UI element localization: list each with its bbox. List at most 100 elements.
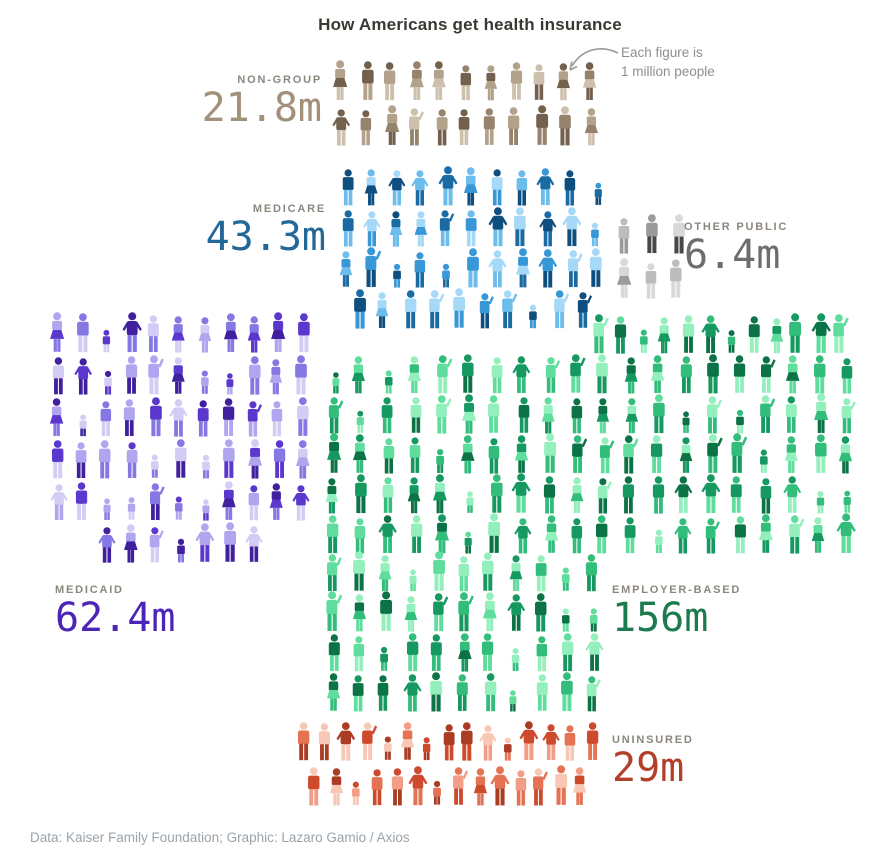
person-icon bbox=[522, 289, 544, 329]
person-icon bbox=[532, 636, 552, 672]
person-icon bbox=[121, 356, 142, 395]
person-icon bbox=[220, 313, 242, 353]
person-icon bbox=[424, 290, 445, 329]
legend-note-line2: 1 million people bbox=[621, 63, 715, 79]
person-icon bbox=[744, 316, 765, 354]
person-icon bbox=[411, 211, 431, 247]
person-icon bbox=[357, 722, 378, 761]
person-icon bbox=[591, 514, 612, 554]
person-icon bbox=[269, 440, 290, 479]
person-icon bbox=[454, 556, 474, 592]
legend-note-line1: Each figure is bbox=[621, 45, 703, 60]
person-icon bbox=[654, 317, 674, 354]
person-icon bbox=[266, 483, 287, 521]
person-icon bbox=[350, 474, 372, 514]
person-icon bbox=[553, 63, 574, 101]
person-icon bbox=[678, 315, 699, 354]
person-icon bbox=[478, 724, 498, 761]
person-icon bbox=[538, 211, 558, 247]
person-icon bbox=[243, 400, 263, 437]
person-icon bbox=[402, 673, 423, 712]
person-icon bbox=[244, 315, 264, 353]
person-icon bbox=[429, 433, 451, 474]
person-icon bbox=[292, 397, 314, 437]
person-icon bbox=[781, 396, 802, 434]
category-value: 6.4m bbox=[684, 232, 781, 278]
group-label-non-group: NON-GROUP 21.8m bbox=[202, 74, 322, 129]
category-value: 29m bbox=[612, 745, 685, 791]
person-icon bbox=[381, 105, 403, 146]
person-icon bbox=[97, 355, 119, 396]
person-icon bbox=[588, 314, 610, 354]
person-icon bbox=[94, 439, 116, 479]
person-icon bbox=[356, 110, 376, 146]
person-icon bbox=[621, 356, 641, 395]
person-icon bbox=[432, 354, 453, 394]
person-icon bbox=[429, 474, 451, 514]
person-icon bbox=[426, 634, 447, 672]
person-icon bbox=[397, 722, 418, 761]
person-icon bbox=[479, 592, 501, 632]
person-icon bbox=[97, 526, 117, 564]
person-icon bbox=[470, 767, 491, 806]
person-icon bbox=[47, 440, 68, 479]
category-name: UNINSURED bbox=[612, 734, 694, 746]
person-icon bbox=[461, 210, 481, 247]
person-icon bbox=[361, 169, 381, 206]
person-icon bbox=[357, 61, 379, 101]
person-icon bbox=[168, 315, 188, 353]
person-icon bbox=[386, 248, 408, 289]
person-icon bbox=[400, 290, 421, 329]
person-icon bbox=[378, 477, 398, 514]
person-icon bbox=[702, 353, 724, 394]
person-icon bbox=[266, 359, 286, 395]
person-icon bbox=[379, 62, 400, 101]
person-icon bbox=[641, 214, 663, 254]
person-icon bbox=[193, 399, 213, 437]
person-icon bbox=[404, 107, 425, 146]
person-icon bbox=[194, 523, 216, 563]
person-icon bbox=[503, 676, 523, 712]
category-value: 43.3m bbox=[205, 214, 326, 260]
person-icon bbox=[541, 724, 561, 761]
person-icon bbox=[377, 397, 397, 434]
source-credit: Data: Kaiser Family Foundation; Graphic:… bbox=[30, 830, 410, 845]
person-icon bbox=[71, 482, 92, 521]
person-icon bbox=[648, 394, 670, 434]
person-icon bbox=[541, 515, 562, 554]
legend-arrow-icon bbox=[569, 48, 619, 71]
person-icon bbox=[345, 766, 367, 806]
person-icon bbox=[335, 721, 357, 762]
person-icon bbox=[338, 209, 358, 247]
person-icon bbox=[622, 398, 642, 434]
person-icon bbox=[290, 354, 312, 395]
person-icon bbox=[509, 207, 531, 247]
person-icon bbox=[530, 592, 552, 632]
category-name: OTHER PUBLIC bbox=[684, 221, 789, 233]
person-icon bbox=[567, 518, 587, 554]
person-icon bbox=[453, 592, 475, 632]
person-icon bbox=[348, 551, 370, 592]
person-icon bbox=[477, 552, 499, 592]
person-icon bbox=[512, 247, 534, 288]
person-icon bbox=[584, 207, 606, 247]
person-icon bbox=[326, 767, 347, 806]
person-icon bbox=[244, 485, 264, 521]
person-icon bbox=[560, 169, 580, 206]
person-icon bbox=[648, 514, 670, 554]
person-icon bbox=[585, 248, 607, 288]
person-icon bbox=[145, 397, 167, 437]
person-icon bbox=[375, 555, 395, 592]
person-icon bbox=[435, 248, 457, 288]
person-icon bbox=[458, 393, 480, 435]
category-name: EMPLOYER-BASED bbox=[612, 584, 742, 596]
person-icon bbox=[514, 397, 534, 434]
person-icon bbox=[314, 723, 335, 761]
person-icon bbox=[810, 393, 832, 434]
person-icon bbox=[480, 673, 501, 712]
person-icon bbox=[487, 207, 509, 247]
person-icon bbox=[291, 484, 311, 521]
person-icon bbox=[595, 437, 615, 474]
person-icon bbox=[510, 473, 532, 514]
person-icon bbox=[487, 169, 507, 206]
